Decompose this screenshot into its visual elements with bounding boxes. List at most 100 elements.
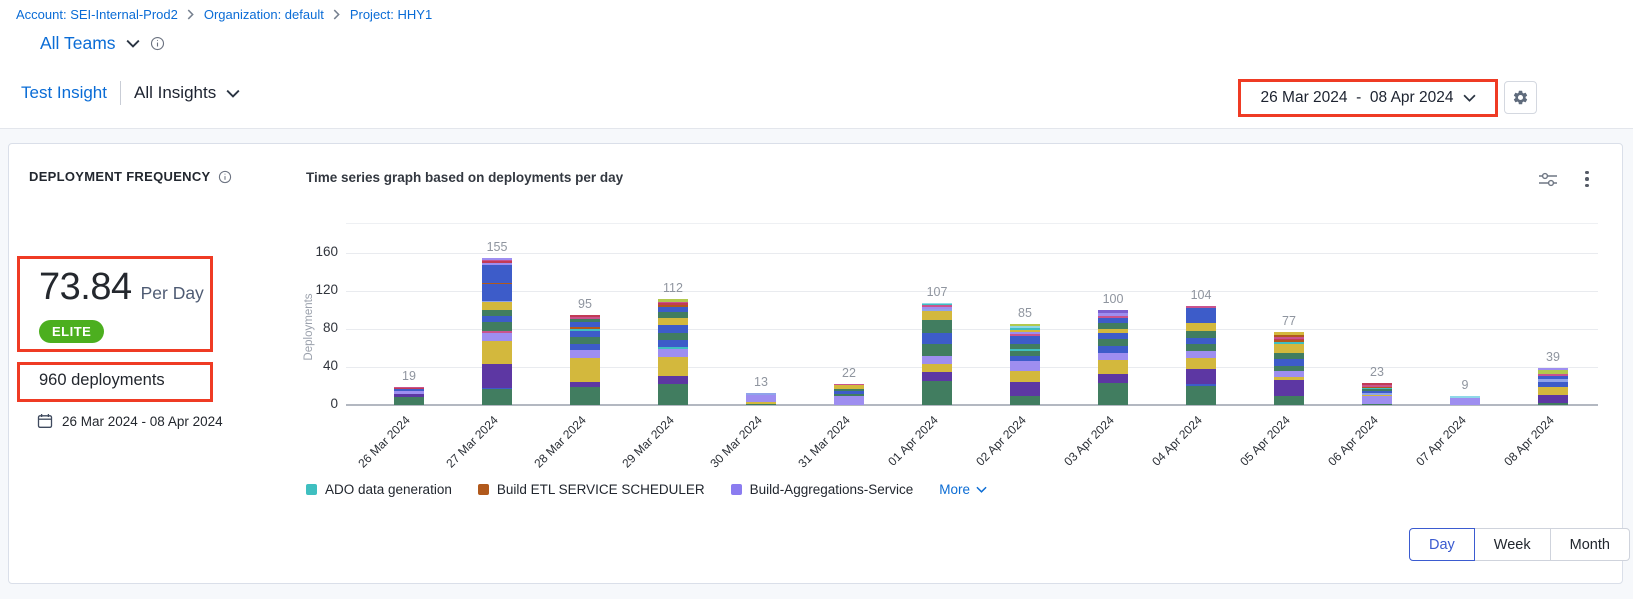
bar-segment[interactable]	[482, 322, 512, 331]
bar-segment[interactable]	[1274, 344, 1304, 353]
granularity-week-button[interactable]: Week	[1473, 528, 1551, 561]
settings-button[interactable]	[1504, 81, 1537, 114]
bar-segment[interactable]	[482, 259, 512, 261]
bar-segment[interactable]	[570, 318, 600, 323]
bar-segment[interactable]	[1362, 388, 1392, 391]
bar-segment[interactable]	[1010, 331, 1040, 334]
bar-segment[interactable]	[1362, 404, 1392, 405]
bar-segment[interactable]	[658, 325, 688, 333]
breadcrumb-item[interactable]: Project: HHY1	[349, 7, 433, 22]
bar-segment[interactable]	[1186, 368, 1216, 385]
bar-segment[interactable]	[1186, 311, 1216, 324]
bar-segment[interactable]	[658, 340, 688, 348]
bar-segment[interactable]	[1274, 340, 1304, 343]
bar-segment[interactable]	[394, 397, 424, 405]
bar-segment[interactable]	[834, 384, 864, 386]
bar-segment[interactable]	[1010, 382, 1040, 397]
bar-segment[interactable]	[1450, 398, 1480, 405]
bar-segment[interactable]	[922, 309, 952, 311]
more-options-button[interactable]	[1577, 166, 1597, 192]
bar-segment[interactable]	[922, 332, 952, 345]
bar-segment[interactable]	[1362, 390, 1392, 393]
bar-segment[interactable]	[922, 355, 952, 365]
team-selector[interactable]: All Teams	[40, 33, 165, 54]
bar-segment[interactable]	[1186, 308, 1216, 312]
stacked-bar[interactable]	[394, 387, 424, 405]
bar-segment[interactable]	[1274, 396, 1304, 405]
bar-segment[interactable]	[482, 282, 512, 285]
bar-segment[interactable]	[482, 332, 512, 342]
stacked-bar[interactable]	[658, 298, 688, 405]
bar-segment[interactable]	[658, 384, 688, 405]
bar-segment[interactable]	[394, 390, 424, 394]
bar-segment[interactable]	[570, 386, 600, 405]
stacked-bar[interactable]	[1450, 396, 1480, 405]
bar-segment[interactable]	[658, 332, 688, 341]
bar-segment[interactable]	[570, 322, 600, 328]
bar-segment[interactable]	[922, 305, 952, 308]
insight-link[interactable]: Test Insight	[21, 83, 107, 102]
bar-segment[interactable]	[922, 344, 952, 356]
bar-segment[interactable]	[1362, 394, 1392, 397]
bar-segment[interactable]	[658, 356, 688, 376]
bar-segment[interactable]	[658, 305, 688, 308]
legend-item[interactable]: Build ETL SERVICE SCHEDULER	[477, 482, 705, 497]
bar-segment[interactable]	[1274, 377, 1304, 381]
bar-segment[interactable]	[1538, 368, 1568, 370]
bar-segment[interactable]	[922, 303, 952, 305]
stacked-bar[interactable]	[1186, 306, 1216, 405]
bar-segment[interactable]	[1274, 331, 1304, 335]
team-selector-label[interactable]: All Teams	[40, 33, 116, 53]
bar-segment[interactable]	[482, 310, 512, 316]
bar-segment[interactable]	[1186, 386, 1216, 405]
bar-segment[interactable]	[658, 347, 688, 349]
bar-segment[interactable]	[394, 393, 424, 398]
bar-segment[interactable]	[834, 395, 864, 405]
bar-segment[interactable]	[1010, 348, 1040, 351]
bar-segment[interactable]	[1274, 338, 1304, 341]
bar-segment[interactable]	[1098, 310, 1128, 313]
bar-segment[interactable]	[482, 330, 512, 333]
bar-segment[interactable]	[1362, 387, 1392, 389]
bar-segment[interactable]	[746, 394, 776, 403]
legend-item[interactable]: Build-Aggregations-Service	[730, 482, 913, 497]
bar-segment[interactable]	[1538, 394, 1568, 404]
bar-segment[interactable]	[570, 314, 600, 317]
bar-segment[interactable]	[746, 392, 776, 395]
bar-segment[interactable]	[1010, 339, 1040, 345]
bar-segment[interactable]	[1362, 392, 1392, 395]
bar-segment[interactable]	[482, 300, 512, 303]
bar-segment[interactable]	[570, 382, 600, 387]
breadcrumb-item[interactable]: Organization: default	[203, 7, 324, 22]
bar-segment[interactable]	[1010, 344, 1040, 349]
breadcrumb-item[interactable]: Account: SEI-Internal-Prod2	[16, 7, 178, 22]
stacked-bar[interactable]	[1274, 331, 1304, 405]
bar-segment[interactable]	[1098, 323, 1128, 330]
bar-segment[interactable]	[1362, 387, 1392, 388]
bar-segment[interactable]	[922, 364, 952, 372]
bar-segment[interactable]	[1010, 326, 1040, 329]
bar-segment[interactable]	[1186, 344, 1216, 351]
bar-segment[interactable]	[482, 388, 512, 405]
bar-segment[interactable]	[1098, 373, 1128, 384]
bar-segment[interactable]	[922, 310, 952, 321]
bar-segment[interactable]	[1010, 396, 1040, 405]
bar-segment[interactable]	[1274, 352, 1304, 360]
bar-segment[interactable]	[1274, 342, 1304, 345]
insights-dropdown[interactable]: All Insights	[134, 83, 240, 103]
bar-segment[interactable]	[570, 357, 600, 383]
bar-segment[interactable]	[1186, 357, 1216, 369]
bar-segment[interactable]	[482, 315, 512, 323]
bar-segment[interactable]	[1538, 382, 1568, 387]
bar-segment[interactable]	[1098, 360, 1128, 374]
bar-segment[interactable]	[482, 302, 512, 311]
bar-segment[interactable]	[1186, 384, 1216, 386]
bar-segment[interactable]	[834, 388, 864, 391]
bar-segment[interactable]	[394, 387, 424, 389]
stacked-bar[interactable]	[1098, 310, 1128, 405]
bar-segment[interactable]	[394, 388, 424, 391]
bar-segment[interactable]	[658, 303, 688, 306]
bar-segment[interactable]	[746, 402, 776, 405]
bar-segment[interactable]	[1010, 324, 1040, 327]
bar-segment[interactable]	[1010, 328, 1040, 331]
